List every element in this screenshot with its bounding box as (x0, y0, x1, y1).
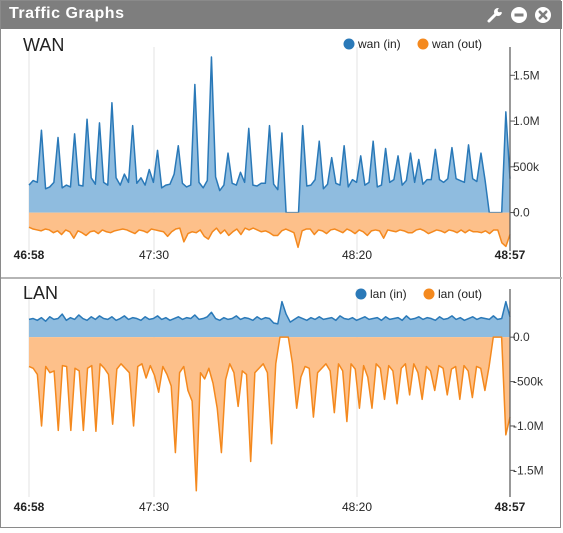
y-tick-label: 500k (513, 160, 540, 174)
lan-traffic-chart: 0.0 -500k -1.0M -1.5M 46:58 47:30 48:20 48:57 LA… (14, 283, 544, 514)
legend-label[interactable]: lan (in) (370, 287, 407, 301)
series-line-lan-out- (28, 336, 511, 492)
series-line-wan-out- (28, 226, 511, 249)
x-tick-label: 47:30 (139, 248, 169, 262)
wan-chart-container: 1.5M 1.0M 500k 0.0 46:58 47:30 48:20 48:57 WAN wa… (1, 29, 562, 277)
y-tick-label: 0.0 (513, 330, 530, 344)
close-icon[interactable] (534, 6, 552, 24)
series-line-lan-in- (28, 300, 511, 325)
lan-chart-container: 0.0 -500k -1.0M -1.5M 46:58 47:30 48:20 48:57 LA… (1, 279, 562, 528)
x-tick-label: 46:58 (14, 500, 45, 514)
x-tick-label: 48:20 (342, 248, 372, 262)
series-line-wan-in- (28, 56, 511, 214)
legend-swatch[interactable] (417, 38, 429, 50)
legend-label[interactable]: wan (out) (431, 37, 482, 51)
x-tick-label: 48:57 (495, 500, 526, 514)
legend-label[interactable]: wan (in) (357, 37, 401, 51)
y-tick-label: 1.5M (513, 68, 540, 82)
x-tick-label: 48:57 (495, 248, 526, 262)
series-area-wan-out- (29, 212, 510, 248)
wrench-icon[interactable] (486, 6, 504, 24)
y-tick-label: -500k (513, 375, 544, 389)
widget-title: Traffic Graphs (9, 5, 125, 22)
chart-title: WAN (23, 35, 64, 55)
y-tick-label: 0.0 (513, 206, 530, 220)
x-tick-label: 47:30 (139, 500, 169, 514)
y-tick-label: 1.0M (513, 114, 540, 128)
wan-traffic-chart: 1.5M 1.0M 500k 0.0 46:58 47:30 48:20 48:57 WAN wa… (14, 35, 540, 262)
x-tick-label: 46:58 (14, 248, 45, 262)
legend-swatch[interactable] (343, 38, 355, 50)
chart-title: LAN (23, 283, 58, 303)
minimize-icon[interactable] (510, 6, 528, 24)
legend-swatch[interactable] (355, 288, 367, 300)
series-area-lan-out- (29, 337, 510, 491)
x-tick-label: 48:20 (342, 500, 372, 514)
legend-label[interactable]: lan (out) (438, 287, 482, 301)
y-tick-label: -1.0M (513, 419, 544, 433)
titlebar-controls (486, 6, 552, 24)
legend-swatch[interactable] (423, 288, 435, 300)
chart-separator (1, 277, 562, 279)
y-tick-label: -1.5M (513, 463, 544, 477)
widget-titlebar: Traffic Graphs (1, 1, 562, 29)
